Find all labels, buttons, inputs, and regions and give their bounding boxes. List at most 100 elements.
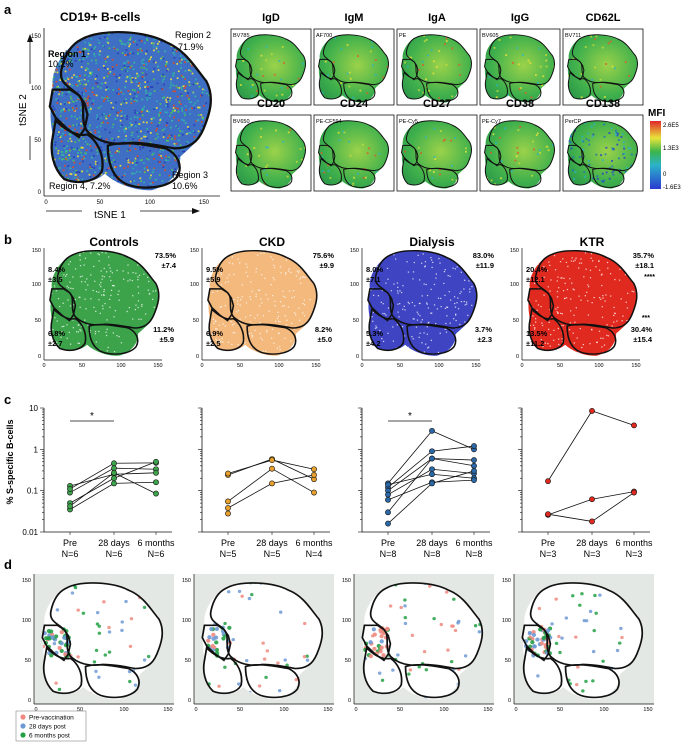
region-sd: ±2.7 xyxy=(48,339,63,348)
marker-title: CD138 xyxy=(586,98,620,110)
y-tick: 0 xyxy=(196,354,199,360)
category-label: 28 days xyxy=(98,538,130,548)
group-tsne-controls: Controls 8.4%±3.5 73.5%±7.4 6.8%±2.7 11.2%±5… xyxy=(32,235,177,369)
y-tick: 50 xyxy=(353,318,359,324)
data-point xyxy=(153,490,159,497)
y-tick: 100 xyxy=(342,618,351,624)
marker-title: CD20 xyxy=(257,98,285,110)
data-point xyxy=(111,480,117,487)
x-tick: 150 xyxy=(483,707,492,713)
region-pct: 75.6% xyxy=(313,251,335,260)
marker-title: CD62L xyxy=(586,12,621,24)
n-label: N=5 xyxy=(264,549,281,559)
n-label: N=8 xyxy=(380,549,397,559)
n-label: N=4 xyxy=(306,549,323,559)
data-point xyxy=(429,466,435,473)
data-point xyxy=(545,511,551,518)
fluor-label: PE-CF594 xyxy=(316,119,342,125)
y-tick: 0.01 xyxy=(22,528,38,537)
fluor-label: PE-Cy5 xyxy=(399,119,418,125)
x-tick: 150 xyxy=(643,707,652,713)
data-point xyxy=(631,489,637,496)
y-tick: 150 xyxy=(510,248,519,254)
y-tick: 50 xyxy=(35,318,41,324)
region-sd: ±11.2 xyxy=(526,339,544,348)
mfi-colorbar xyxy=(650,121,661,189)
mfi-min: -1.6E3 xyxy=(663,185,681,191)
region3-label: Region 3 xyxy=(172,170,208,180)
x-tick: 50 xyxy=(97,200,104,206)
y-tick: 0 xyxy=(38,190,42,196)
data-point xyxy=(589,408,595,414)
region-sd: ±2.5 xyxy=(206,339,221,348)
y-tick: 0 xyxy=(188,698,191,704)
n-label: N=3 xyxy=(584,549,601,559)
x-tick: 150 xyxy=(631,363,640,369)
x-tick: 150 xyxy=(163,707,172,713)
data-point xyxy=(471,443,477,449)
y-tick: 100 xyxy=(190,282,199,288)
marker-title: IgA xyxy=(428,12,446,24)
fluor-label: PE-Cy7 xyxy=(482,119,501,125)
y-tick: 150 xyxy=(502,578,511,584)
region-sd: ±11.9 xyxy=(476,261,494,270)
mfi-zero: 0 xyxy=(663,172,667,178)
region-pct: 3.7% xyxy=(475,325,492,334)
region-sd: ±5.9 xyxy=(159,335,174,344)
y-tick: 50 xyxy=(25,658,31,664)
marker-plot-9: CD138 PerCP xyxy=(562,98,644,192)
region2-pct: 71.9% xyxy=(178,42,204,52)
x-tick: 0 xyxy=(194,707,197,713)
n-label: N=8 xyxy=(424,549,441,559)
panel-d-legend: Pre-vaccination 28 days post 6 months po… xyxy=(15,710,87,742)
region-sd: ±7.1 xyxy=(366,275,381,284)
group-tsne-ckd: CKD 9.5%±5.9 75.6%±9.9 6.9%±2.5 8.2%±5.0 0 50 1… xyxy=(190,235,335,369)
marker-plot-8: CD38 PE-Cy7 xyxy=(479,98,561,192)
group-title: CKD xyxy=(259,235,285,249)
region-pct: 11.2% xyxy=(153,325,174,334)
n-label: N=6 xyxy=(148,549,165,559)
y-tick: 150 xyxy=(350,248,359,254)
panel-a-xlabel: tSNE 1 xyxy=(94,210,126,221)
x-tick: 100 xyxy=(439,707,448,713)
x-tick: 0 xyxy=(200,363,203,369)
legend-pre-swatch xyxy=(20,714,26,720)
fluor-label: PE xyxy=(399,33,407,39)
marker-plot-6: CD24 PE-CF594 xyxy=(313,98,395,192)
data-point xyxy=(385,491,391,498)
data-point xyxy=(471,457,477,463)
marker-plot-1: IgM AF700 xyxy=(313,12,395,106)
region-pct: 13.5% xyxy=(526,329,548,338)
x-tick: 50 xyxy=(397,707,403,713)
y-tick: 0 xyxy=(38,354,41,360)
group-title: Controls xyxy=(89,235,139,249)
y-tick: 100 xyxy=(22,618,31,624)
category-label: 28 days xyxy=(576,538,608,548)
data-point xyxy=(631,422,637,429)
n-label: N=3 xyxy=(540,549,557,559)
y-tick: 150 xyxy=(32,248,41,254)
series-line xyxy=(547,410,635,482)
mfi-legend: MFI 2.6E5 1.3E3 0 -1.6E3 xyxy=(648,108,681,191)
fluor-label: PerCP xyxy=(565,119,582,125)
category-label: 6 months xyxy=(295,538,333,548)
y-tick: 0 xyxy=(28,698,31,704)
y-tick: 50 xyxy=(345,658,351,664)
region1-pct: 10.2% xyxy=(48,59,74,69)
category-label: 6 months xyxy=(455,538,493,548)
legend-6m-label: 6 months post xyxy=(29,733,70,740)
region-sd: ±2.3 xyxy=(477,335,492,344)
region-pct: 83.0% xyxy=(473,251,495,260)
n-label: N=6 xyxy=(106,549,123,559)
data-point xyxy=(111,475,117,482)
y-tick: 100 xyxy=(350,282,359,288)
marker-plot-2: IgA PE xyxy=(396,12,478,106)
region-pct: 73.5% xyxy=(155,251,177,260)
dot-tsne-3: 0 50 100 150 0 50 100 150 xyxy=(502,574,654,713)
y-tick: 50 xyxy=(193,318,199,324)
mfi-mid: 1.3E3 xyxy=(663,146,679,152)
x-tick: 150 xyxy=(199,200,210,206)
